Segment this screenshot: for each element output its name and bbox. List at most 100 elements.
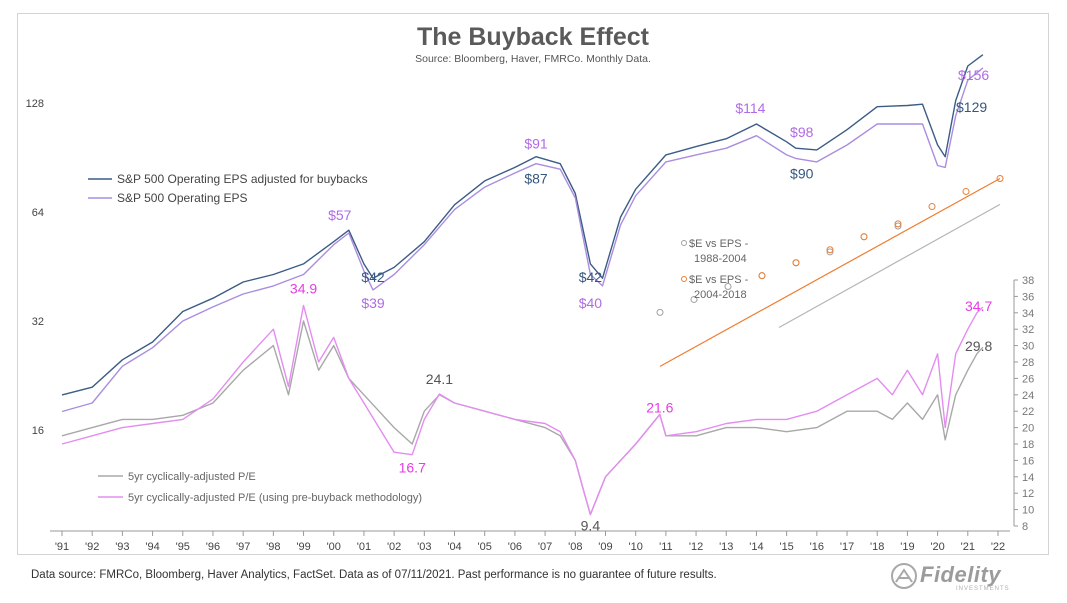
x-tick-label: '00 (327, 541, 341, 553)
x-tick-label: '96 (206, 541, 220, 553)
scatter-2-point (860, 233, 868, 241)
x-tick-label: '10 (629, 541, 643, 553)
right-tick-label: 14 (1022, 472, 1034, 484)
scatter-1-point (826, 248, 834, 256)
scatter-2-point (928, 203, 936, 211)
x-tick-label: '14 (749, 541, 763, 553)
legend-swatch-scatter-2 (681, 276, 687, 282)
legend-swatch-scatter-1 (681, 240, 687, 246)
fidelity-logo-wordmark: Fidelity (920, 562, 1002, 587)
x-tick-label: '03 (417, 541, 431, 553)
right-tick-label: 16 (1022, 455, 1034, 467)
legend-cape-pre: 5yr cyclically-adjusted P/E (using pre-b… (128, 492, 422, 504)
right-tick-label: 18 (1022, 439, 1034, 451)
data-label: 29.8 (965, 338, 992, 354)
x-tick-label: '06 (508, 541, 522, 553)
x-tick-label: '01 (357, 541, 371, 553)
x-tick-label: '91 (55, 541, 69, 553)
eps-adjusted-line (61, 54, 984, 396)
x-tick-label: '12 (689, 541, 703, 553)
right-tick-label: 10 (1022, 505, 1034, 517)
x-tick-label: '99 (296, 541, 310, 553)
legend-scatter-1-line1: $E vs EPS - (689, 238, 749, 250)
x-tick-label: '19 (900, 541, 914, 553)
x-tick-label: '92 (85, 541, 99, 553)
data-label: $40 (579, 295, 603, 311)
left-tick-label: 32 (32, 316, 44, 328)
x-tick-label: '11 (659, 541, 673, 553)
data-label: $114 (735, 100, 765, 116)
scatter-1-point (656, 308, 664, 316)
x-tick-label: '08 (568, 541, 582, 553)
data-label: $57 (328, 207, 352, 223)
x-axis: '91 '92 '93 '94 '95 '96 '97 '98 '99 '00 '01 '02 '03 '… (50, 530, 1010, 553)
x-tick-label: '15 (779, 541, 793, 553)
right-tick-label: 22 (1022, 406, 1034, 418)
legend-scatter-2-line1: $E vs EPS - (689, 274, 749, 286)
data-label: $156 (958, 67, 989, 83)
scatter-2-point (894, 220, 902, 228)
data-label: $91 (524, 136, 548, 152)
data-label: 24.1 (426, 371, 453, 387)
scatter-fit-line (659, 177, 1001, 367)
fidelity-logo-icon (891, 563, 917, 589)
legend-eps: S&P 500 Operating EPS (117, 191, 248, 205)
x-tick-label: '07 (538, 541, 552, 553)
fidelity-logo-sub: INVESTMENTS (956, 586, 1010, 592)
right-tick-label: 20 (1022, 423, 1034, 435)
legend-cape: 5yr cyclically-adjusted P/E (128, 471, 256, 483)
legend-scatter-2-line2: 2004-2018 (694, 289, 747, 301)
x-tick-label: '21 (961, 541, 975, 553)
data-label: $39 (361, 295, 385, 311)
footer-note: Data source: FMRCo, Bloomberg, Haver Ana… (31, 569, 717, 581)
data-label: $42 (361, 269, 385, 285)
right-tick-label: 24 (1022, 390, 1034, 402)
legend-scatter-1-line2: 1988-2004 (694, 253, 747, 265)
x-tick-label: '09 (598, 541, 612, 553)
left-tick-label: 16 (32, 425, 44, 437)
data-label: $90 (790, 165, 814, 181)
x-tick-label: '13 (719, 541, 733, 553)
left-tick-label: 128 (26, 98, 44, 110)
data-label: $98 (790, 124, 814, 140)
x-tick-label: '04 (447, 541, 461, 553)
right-tick-label: 30 (1022, 341, 1034, 353)
chart-title: The Buyback Effect (417, 23, 650, 51)
scatter-2-point (758, 272, 766, 280)
x-tick-label: '02 (387, 541, 401, 553)
data-label: 21.6 (646, 399, 673, 415)
scatter-1-point (690, 295, 698, 303)
data-label: $129 (956, 99, 987, 115)
right-tick-label: 8 (1022, 521, 1028, 533)
x-tick-label: '93 (115, 541, 129, 553)
x-tick-label: '16 (810, 541, 824, 553)
x-tick-label: '18 (870, 541, 884, 553)
data-label: 9.4 (581, 518, 601, 534)
left-axis: 16 32 64 128 (26, 98, 44, 437)
x-tick-label: '97 (236, 541, 250, 553)
x-tick-label: '05 (478, 541, 492, 553)
right-axis: 8 10 12 14 16 18 20 22 24 26 28 30 32 34 36 38 (1013, 275, 1034, 533)
scatter-2-point (996, 174, 1004, 182)
x-tick-label: '94 (145, 541, 159, 553)
legend-eps-adjusted: S&P 500 Operating EPS adjusted for buyba… (117, 172, 368, 186)
x-tick-label: '22 (991, 541, 1005, 553)
x-tick-label: '95 (176, 541, 190, 553)
scatter-2-point (792, 259, 800, 267)
data-label: 16.7 (399, 460, 426, 476)
x-tick-label: '20 (930, 541, 944, 553)
scatter-2-point (962, 187, 970, 195)
scatter-inset (656, 174, 1004, 367)
right-tick-label: 34 (1022, 308, 1034, 320)
scatter-2-point (826, 246, 834, 254)
right-tick-label: 36 (1022, 291, 1034, 303)
line-series (61, 54, 984, 516)
chart-subtitle: Source: Bloomberg, Haver, FMRCo. Monthly… (415, 53, 651, 65)
fidelity-logo: Fidelity INVESTMENTS (890, 560, 1040, 596)
cape-line (61, 320, 984, 516)
right-tick-label: 38 (1022, 275, 1034, 287)
scatter-1-point (894, 222, 902, 230)
data-label: 34.9 (290, 280, 317, 296)
annotations: $57 $42 $39 $91 $87 $42 $40 $114 $98 $90 $156 $129 3… (290, 67, 993, 534)
scatter-reference-line (778, 203, 1001, 329)
